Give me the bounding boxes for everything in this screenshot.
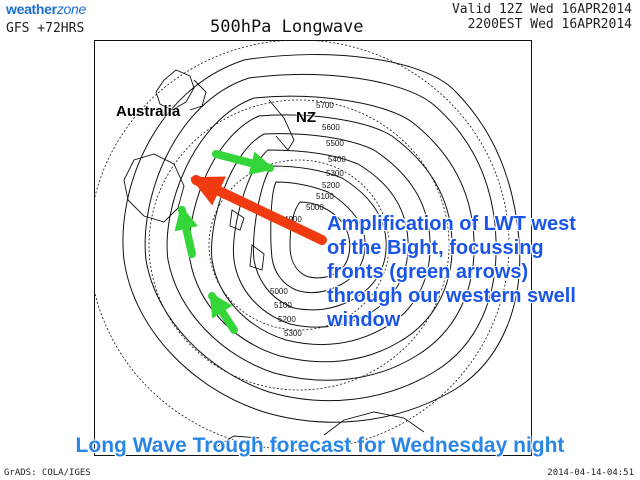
- svg-text:4900: 4900: [284, 215, 302, 224]
- contour-labels: 5700 5600 5500 5400 5300 5200 5100 5000 …: [270, 101, 346, 338]
- svg-text:5100: 5100: [274, 301, 292, 310]
- annotation-line: Amplification of LWT west: [327, 213, 576, 235]
- red-arrow-lwt: [190, 175, 327, 245]
- label-nz: NZ: [296, 109, 316, 126]
- svg-text:5000: 5000: [270, 287, 288, 296]
- model-run-label: GFS +72HRS: [6, 21, 85, 36]
- render-timestamp: 2014-04-14-04:51: [547, 468, 634, 478]
- svg-text:5000: 5000: [306, 203, 324, 212]
- svg-text:5300: 5300: [284, 329, 302, 338]
- polar-map: 5700 5600 5500 5400 5300 5200 5100 5000 …: [94, 40, 532, 456]
- chart-title: 500hPa Longwave: [210, 17, 364, 37]
- caption: Long Wave Trough forecast for Wednesday …: [75, 434, 565, 457]
- green-arrow-west: [174, 205, 198, 258]
- annotation-line: fronts (green arrows): [327, 261, 529, 283]
- svg-text:5200: 5200: [278, 315, 296, 324]
- grads-credit: GrADS: COLA/IGES: [4, 468, 91, 478]
- green-arrow-north: [212, 150, 275, 175]
- annotation-text: Amplification of LWT west of the Bight, …: [327, 212, 639, 332]
- svg-text:5200: 5200: [322, 181, 340, 190]
- weatherzone-logo: weatherzone: [6, 1, 86, 17]
- label-australia: Australia: [116, 103, 181, 120]
- svg-text:5400: 5400: [328, 155, 346, 164]
- svg-text:5500: 5500: [326, 139, 344, 148]
- svg-text:5300: 5300: [326, 169, 344, 178]
- svg-text:5100: 5100: [316, 192, 334, 201]
- annotation-line: through our western swell: [327, 285, 576, 307]
- annotation-line: of the Bight, focussing: [327, 237, 544, 259]
- valid-time-local: 2200EST Wed 16APR2014: [467, 17, 632, 32]
- green-arrows: [174, 150, 275, 334]
- svg-text:5700: 5700: [316, 101, 334, 110]
- green-arrow-south: [208, 291, 238, 334]
- latitude-circles: [94, 40, 510, 451]
- valid-time-utc: Valid 12Z Wed 16APR2014: [451, 2, 632, 17]
- height-contours: [122, 54, 521, 423]
- coastlines: [123, 69, 425, 449]
- svg-text:5600: 5600: [322, 123, 340, 132]
- annotation-line: window: [327, 309, 401, 331]
